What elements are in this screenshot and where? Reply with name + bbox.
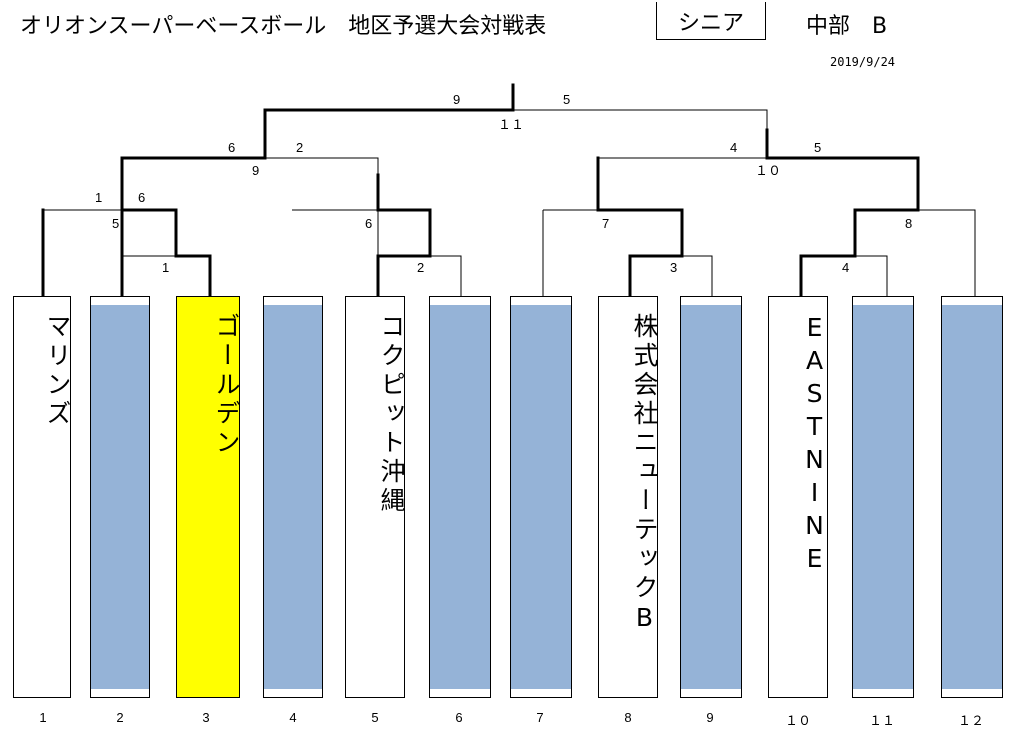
g6-label: 6 bbox=[365, 216, 372, 231]
empty-slot-fill bbox=[264, 305, 322, 689]
block-label: 中部 B bbox=[806, 14, 888, 39]
qf-line-d-right bbox=[918, 209, 976, 296]
team-name: ゴールデン bbox=[212, 313, 241, 458]
slot-11 bbox=[852, 296, 914, 698]
slot-5: コクピット沖縄 bbox=[345, 296, 406, 698]
g9-label: 9 bbox=[252, 163, 259, 178]
g11-left-score: 9 bbox=[453, 92, 460, 107]
division-label: シニア bbox=[656, 2, 766, 40]
winner-path-newtech bbox=[596, 156, 684, 298]
slot-8: 株式会社ニューテックB bbox=[598, 296, 659, 698]
slot-6 bbox=[429, 296, 491, 698]
g9-left-score: 6 bbox=[228, 140, 235, 155]
semi-left-line-right bbox=[265, 157, 379, 175]
r1-line-3-right bbox=[682, 255, 713, 296]
g10-left-score: 4 bbox=[730, 140, 737, 155]
slot-9 bbox=[680, 296, 742, 698]
team-name: マリンズ bbox=[43, 313, 72, 429]
empty-slot-fill bbox=[91, 305, 149, 689]
g5-right-score: 6 bbox=[138, 190, 145, 205]
g7-label: 7 bbox=[602, 216, 609, 231]
g4-label: 4 bbox=[842, 260, 849, 275]
winner-path-a bbox=[120, 156, 267, 298]
g11-label: １１ bbox=[498, 117, 524, 132]
empty-slot-fill bbox=[681, 305, 741, 689]
slot-number: 9 bbox=[706, 710, 714, 725]
team-name: EASTNINE bbox=[800, 313, 829, 577]
final-winner-path bbox=[263, 83, 515, 160]
g2-label: 2 bbox=[417, 260, 424, 275]
slot-1: マリンズ bbox=[13, 296, 72, 698]
team-name: 株式会社ニューテックB bbox=[630, 313, 659, 636]
slot-2 bbox=[90, 296, 150, 698]
empty-slot-fill bbox=[942, 305, 1002, 689]
bracket-winner-lines bbox=[41, 83, 920, 298]
slot-number: 7 bbox=[536, 710, 544, 725]
empty-slot-fill bbox=[853, 305, 913, 689]
date-label: 2019/9/24 bbox=[830, 55, 896, 69]
g10-label: １０ bbox=[755, 163, 781, 178]
slot-10: EASTNINE bbox=[768, 296, 829, 698]
team-name: コクピット沖縄 bbox=[377, 313, 406, 516]
slot-number: 4 bbox=[289, 710, 297, 725]
g5-left-score: 1 bbox=[95, 190, 102, 205]
winner-path-eastnine bbox=[765, 128, 920, 298]
g1-label: 1 bbox=[162, 260, 169, 275]
slot-12 bbox=[941, 296, 1003, 698]
slot-number: １１ bbox=[868, 713, 895, 728]
bracket-thin-lines bbox=[43, 109, 976, 296]
slot-number: 8 bbox=[624, 710, 632, 725]
empty-slot-fill bbox=[430, 305, 490, 689]
winner-path-golden bbox=[120, 208, 212, 298]
slot-number: 6 bbox=[455, 710, 463, 725]
slot-4 bbox=[263, 296, 323, 698]
final-line-right bbox=[513, 109, 768, 130]
page-title: オリオンスーパーベースボール 地区予選大会対戦表 bbox=[20, 14, 547, 39]
slot-number: １０ bbox=[784, 713, 811, 728]
r1-line-2-right bbox=[430, 255, 462, 296]
g9-right-score: 2 bbox=[296, 140, 303, 155]
slot-number: １２ bbox=[957, 713, 984, 728]
slot-3: ゴールデン bbox=[176, 296, 241, 698]
r1-line-4-right bbox=[855, 255, 888, 296]
g10-right-score: 5 bbox=[814, 140, 821, 155]
slot-number: 3 bbox=[202, 710, 210, 725]
slot-number: 5 bbox=[371, 710, 379, 725]
g8-label: 8 bbox=[905, 216, 912, 231]
g11-right-score: 5 bbox=[563, 92, 570, 107]
slot-7 bbox=[510, 296, 572, 698]
slot-number: 2 bbox=[116, 710, 124, 725]
g5-label: 5 bbox=[112, 216, 119, 231]
winner-path-cockpit bbox=[376, 173, 432, 298]
empty-slot-fill bbox=[511, 305, 571, 689]
slot-number: 1 bbox=[39, 710, 47, 725]
g3-label: 3 bbox=[670, 260, 677, 275]
